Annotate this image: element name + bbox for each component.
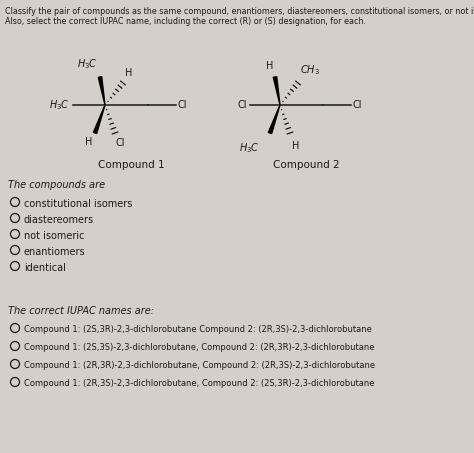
Text: Cl: Cl	[237, 100, 247, 110]
Polygon shape	[268, 105, 280, 134]
Text: Compound 1: Compound 1	[98, 160, 165, 170]
Text: H: H	[292, 141, 300, 151]
Text: H: H	[125, 68, 132, 78]
Text: Cl: Cl	[116, 138, 126, 148]
Text: identical: identical	[24, 263, 66, 273]
Text: Compound 1: (2S,3S)-2,3-dichlorobutane, Compound 2: (2R,3R)-2,3-dichlorobutane: Compound 1: (2S,3S)-2,3-dichlorobutane, …	[24, 343, 374, 352]
Text: The correct IUPAC names are:: The correct IUPAC names are:	[8, 306, 154, 316]
Text: Compound 1: (2R,3S)-2,3-dichlorobutane, Compound 2: (2S,3R)-2,3-dichlorobutane: Compound 1: (2R,3S)-2,3-dichlorobutane, …	[24, 379, 374, 388]
Polygon shape	[273, 77, 280, 105]
Text: The compounds are: The compounds are	[8, 180, 105, 190]
Text: $H_3C$: $H_3C$	[239, 141, 260, 155]
Text: $CH_3$: $CH_3$	[300, 63, 320, 77]
Text: H: H	[265, 61, 273, 71]
Text: not isomeric: not isomeric	[24, 231, 84, 241]
Text: Compound 1: (2R,3R)-2,3-dichlorobutane, Compound 2: (2R,3S)-2,3-dichlorobutane: Compound 1: (2R,3R)-2,3-dichlorobutane, …	[24, 361, 375, 370]
Text: diastereomers: diastereomers	[24, 215, 94, 225]
Text: Compound 1: (2S,3R)-2,3-dichlorobutane Compound 2: (2R,3S)-2,3-dichlorobutane: Compound 1: (2S,3R)-2,3-dichlorobutane C…	[24, 325, 372, 334]
Text: $H_3C$: $H_3C$	[49, 98, 70, 112]
Text: $H_3C$: $H_3C$	[77, 57, 98, 71]
Text: Cl: Cl	[353, 100, 363, 110]
Text: Classify the pair of compounds as the same compound, enantiomers, diastereomers,: Classify the pair of compounds as the sa…	[5, 7, 474, 16]
Text: Compound 2: Compound 2	[273, 160, 340, 170]
Polygon shape	[98, 77, 105, 105]
Text: Also, select the correct IUPAC name, including the correct (R) or (S) designatio: Also, select the correct IUPAC name, inc…	[5, 17, 366, 26]
Text: enantiomers: enantiomers	[24, 247, 86, 257]
Text: constitutional isomers: constitutional isomers	[24, 199, 132, 209]
Text: Cl: Cl	[178, 100, 188, 110]
Text: H: H	[85, 137, 92, 147]
Polygon shape	[93, 105, 105, 134]
